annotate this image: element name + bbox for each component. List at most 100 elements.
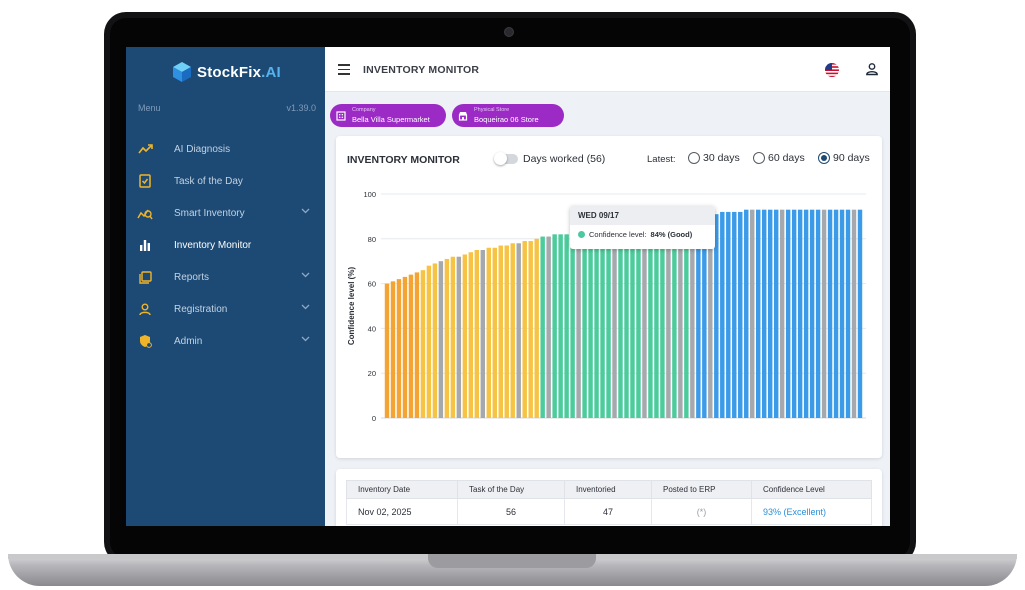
chart-bar bbox=[744, 209, 749, 418]
company-chip[interactable]: Company Bella Villa Supermarket bbox=[330, 104, 446, 127]
inventory-monitor-card: INVENTORY MONITOR Days worked (56) Lates… bbox=[336, 136, 882, 458]
shield-icon bbox=[137, 333, 153, 349]
chart-bar bbox=[414, 272, 420, 418]
chart-bar bbox=[732, 211, 737, 418]
chart-bar bbox=[833, 209, 839, 418]
sidebar-item-label: AI Diagnosis bbox=[174, 143, 231, 155]
chart-bar bbox=[851, 209, 857, 418]
radio-label: 30 days bbox=[703, 152, 740, 164]
task-icon bbox=[137, 173, 153, 189]
sidebar-item-inventory-monitor[interactable]: Inventory Monitor bbox=[126, 229, 325, 261]
sidebar-item-label: Admin bbox=[174, 335, 203, 347]
chart-bar bbox=[767, 209, 773, 418]
days-worked-label: Days worked (56) bbox=[523, 153, 606, 165]
radio-circle bbox=[688, 152, 700, 164]
col-inventoried[interactable]: Inventoried bbox=[564, 480, 652, 499]
radio-60-days[interactable]: 60 days bbox=[753, 152, 805, 164]
chart-bar bbox=[450, 256, 456, 418]
sidebar-item-label: Smart Inventory bbox=[174, 207, 245, 219]
laptop-notch bbox=[428, 554, 596, 568]
col-inventory-date[interactable]: Inventory Date bbox=[346, 480, 458, 499]
camera-icon bbox=[504, 27, 514, 37]
chart-bar bbox=[684, 216, 689, 418]
chart-bar bbox=[462, 254, 468, 418]
chart-bar bbox=[534, 238, 539, 418]
sidebar-item-admin[interactable]: Admin bbox=[126, 325, 325, 357]
chart-bar bbox=[827, 209, 833, 418]
col-task-of-the-day[interactable]: Task of the Day bbox=[457, 480, 565, 499]
sidebar-item-ai-diagnosis[interactable]: AI Diagnosis bbox=[126, 133, 325, 165]
chevron-down-icon bbox=[301, 272, 310, 278]
chart-bar bbox=[654, 220, 659, 418]
chart-bar bbox=[857, 209, 863, 418]
cell-posted: (*) bbox=[651, 498, 752, 525]
chart-bar bbox=[779, 209, 785, 418]
chart-bar bbox=[504, 245, 509, 418]
user-account-icon[interactable] bbox=[865, 62, 879, 81]
y-tick-label: 60 bbox=[368, 280, 376, 289]
chart-bar bbox=[402, 276, 408, 418]
app-screen: StockFix.AI Menu v1.39.0 AI Diagnosis bbox=[126, 47, 890, 526]
radio-30-days[interactable]: 30 days bbox=[688, 152, 740, 164]
chart-bar bbox=[785, 209, 791, 418]
chart-bar bbox=[815, 209, 821, 418]
chart-bar bbox=[797, 209, 803, 418]
chart-bar bbox=[510, 243, 515, 418]
trend-icon bbox=[137, 141, 153, 157]
cell-date: Nov 02, 2025 bbox=[346, 498, 458, 525]
chart-bar bbox=[678, 218, 683, 418]
cell-inventoried: 47 bbox=[564, 498, 652, 525]
hamburger-menu-icon[interactable] bbox=[338, 64, 350, 75]
chevron-down-icon bbox=[301, 208, 310, 214]
store-label: Physical Store bbox=[474, 107, 510, 113]
days-worked-toggle[interactable] bbox=[494, 152, 518, 165]
brand-logo[interactable]: StockFix.AI bbox=[172, 61, 281, 83]
chart-bar bbox=[390, 281, 396, 418]
sidebar-item-registration[interactable]: Registration bbox=[126, 293, 325, 325]
sidebar-item-label: Registration bbox=[174, 303, 228, 315]
chevron-down-icon bbox=[301, 336, 310, 342]
chart-bar bbox=[468, 252, 474, 418]
building-icon bbox=[336, 110, 346, 121]
chart-bar bbox=[642, 223, 647, 418]
cell-confidence[interactable]: 93% (Excellent) bbox=[751, 498, 872, 525]
sidebar-item-task-of-the-day[interactable]: Task of the Day bbox=[126, 165, 325, 197]
chart-bar bbox=[384, 283, 390, 418]
chart-bar bbox=[809, 209, 815, 418]
table-row[interactable]: Nov 02, 2025 56 47 (*) 93% (Excellent) bbox=[346, 498, 872, 525]
chart-bar bbox=[600, 227, 605, 418]
chart-bar bbox=[606, 227, 611, 418]
store-chip[interactable]: Physical Store Boqueirao 06 Store bbox=[452, 104, 564, 127]
page-title: INVENTORY MONITOR bbox=[363, 64, 480, 76]
menu-header: Menu v1.39.0 bbox=[138, 103, 316, 113]
us-flag-icon[interactable] bbox=[825, 63, 839, 77]
chart-bar bbox=[648, 220, 653, 418]
smart-inventory-icon bbox=[137, 205, 153, 221]
sidebar-item-reports[interactable]: Reports bbox=[126, 261, 325, 293]
tooltip-body: Confidence level: 84% (Good) bbox=[570, 225, 715, 244]
tooltip-label: Confidence level: bbox=[589, 230, 647, 239]
sidebar-item-smart-inventory[interactable]: Smart Inventory bbox=[126, 197, 325, 229]
chart-bar bbox=[426, 265, 432, 418]
chart-bar bbox=[528, 241, 533, 418]
sidebar-item-label: Reports bbox=[174, 271, 210, 283]
company-label: Company bbox=[352, 107, 376, 113]
col-confidence-level[interactable]: Confidence Level bbox=[751, 480, 872, 499]
chart-bar bbox=[690, 216, 695, 418]
chart-bar bbox=[522, 241, 527, 418]
chart-bar bbox=[821, 209, 827, 418]
brand-name: StockFix.AI bbox=[197, 63, 281, 81]
chart-bar bbox=[750, 209, 755, 418]
radio-circle-selected bbox=[818, 152, 830, 164]
sidebar-item-label: Task of the Day bbox=[174, 175, 243, 187]
company-value: Bella Villa Supermarket bbox=[352, 114, 430, 124]
cell-task: 56 bbox=[457, 498, 565, 525]
chart-bar bbox=[546, 236, 551, 418]
chart-bar bbox=[612, 225, 617, 418]
chart-bar bbox=[588, 229, 593, 418]
chart-bar bbox=[570, 232, 575, 418]
col-posted-to-erp[interactable]: Posted to ERP bbox=[651, 480, 752, 499]
radio-90-days[interactable]: 90 days bbox=[818, 152, 870, 164]
chart-bar bbox=[738, 211, 743, 418]
store-icon bbox=[458, 111, 468, 121]
